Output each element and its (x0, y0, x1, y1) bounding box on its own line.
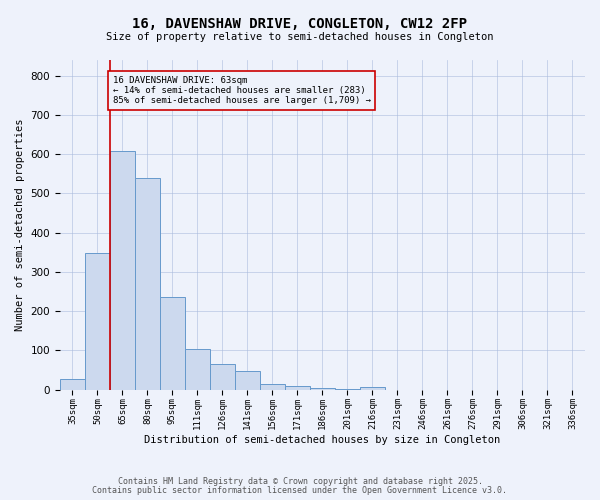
Text: Contains public sector information licensed under the Open Government Licence v3: Contains public sector information licen… (92, 486, 508, 495)
Bar (360, 387, 385, 390)
Bar (160, 296, 185, 390)
Bar (285, 386, 310, 390)
Bar (235, 371, 260, 390)
Text: Contains HM Land Registry data © Crown copyright and database right 2025.: Contains HM Land Registry data © Crown c… (118, 477, 482, 486)
Bar (260, 384, 285, 390)
Bar (60, 379, 85, 390)
Bar (110, 151, 135, 390)
Text: 16 DAVENSHAW DRIVE: 63sqm
← 14% of semi-detached houses are smaller (283)
85% of: 16 DAVENSHAW DRIVE: 63sqm ← 14% of semi-… (113, 76, 371, 106)
Bar (135, 178, 160, 390)
Bar (335, 389, 360, 390)
Text: 16, DAVENSHAW DRIVE, CONGLETON, CW12 2FP: 16, DAVENSHAW DRIVE, CONGLETON, CW12 2FP (133, 18, 467, 32)
Y-axis label: Number of semi-detached properties: Number of semi-detached properties (15, 118, 25, 331)
Bar (310, 388, 335, 390)
X-axis label: Distribution of semi-detached houses by size in Congleton: Distribution of semi-detached houses by … (145, 435, 500, 445)
Bar (210, 364, 235, 390)
Bar (85, 253, 110, 390)
Bar (185, 349, 210, 390)
Text: Size of property relative to semi-detached houses in Congleton: Size of property relative to semi-detach… (106, 32, 494, 42)
